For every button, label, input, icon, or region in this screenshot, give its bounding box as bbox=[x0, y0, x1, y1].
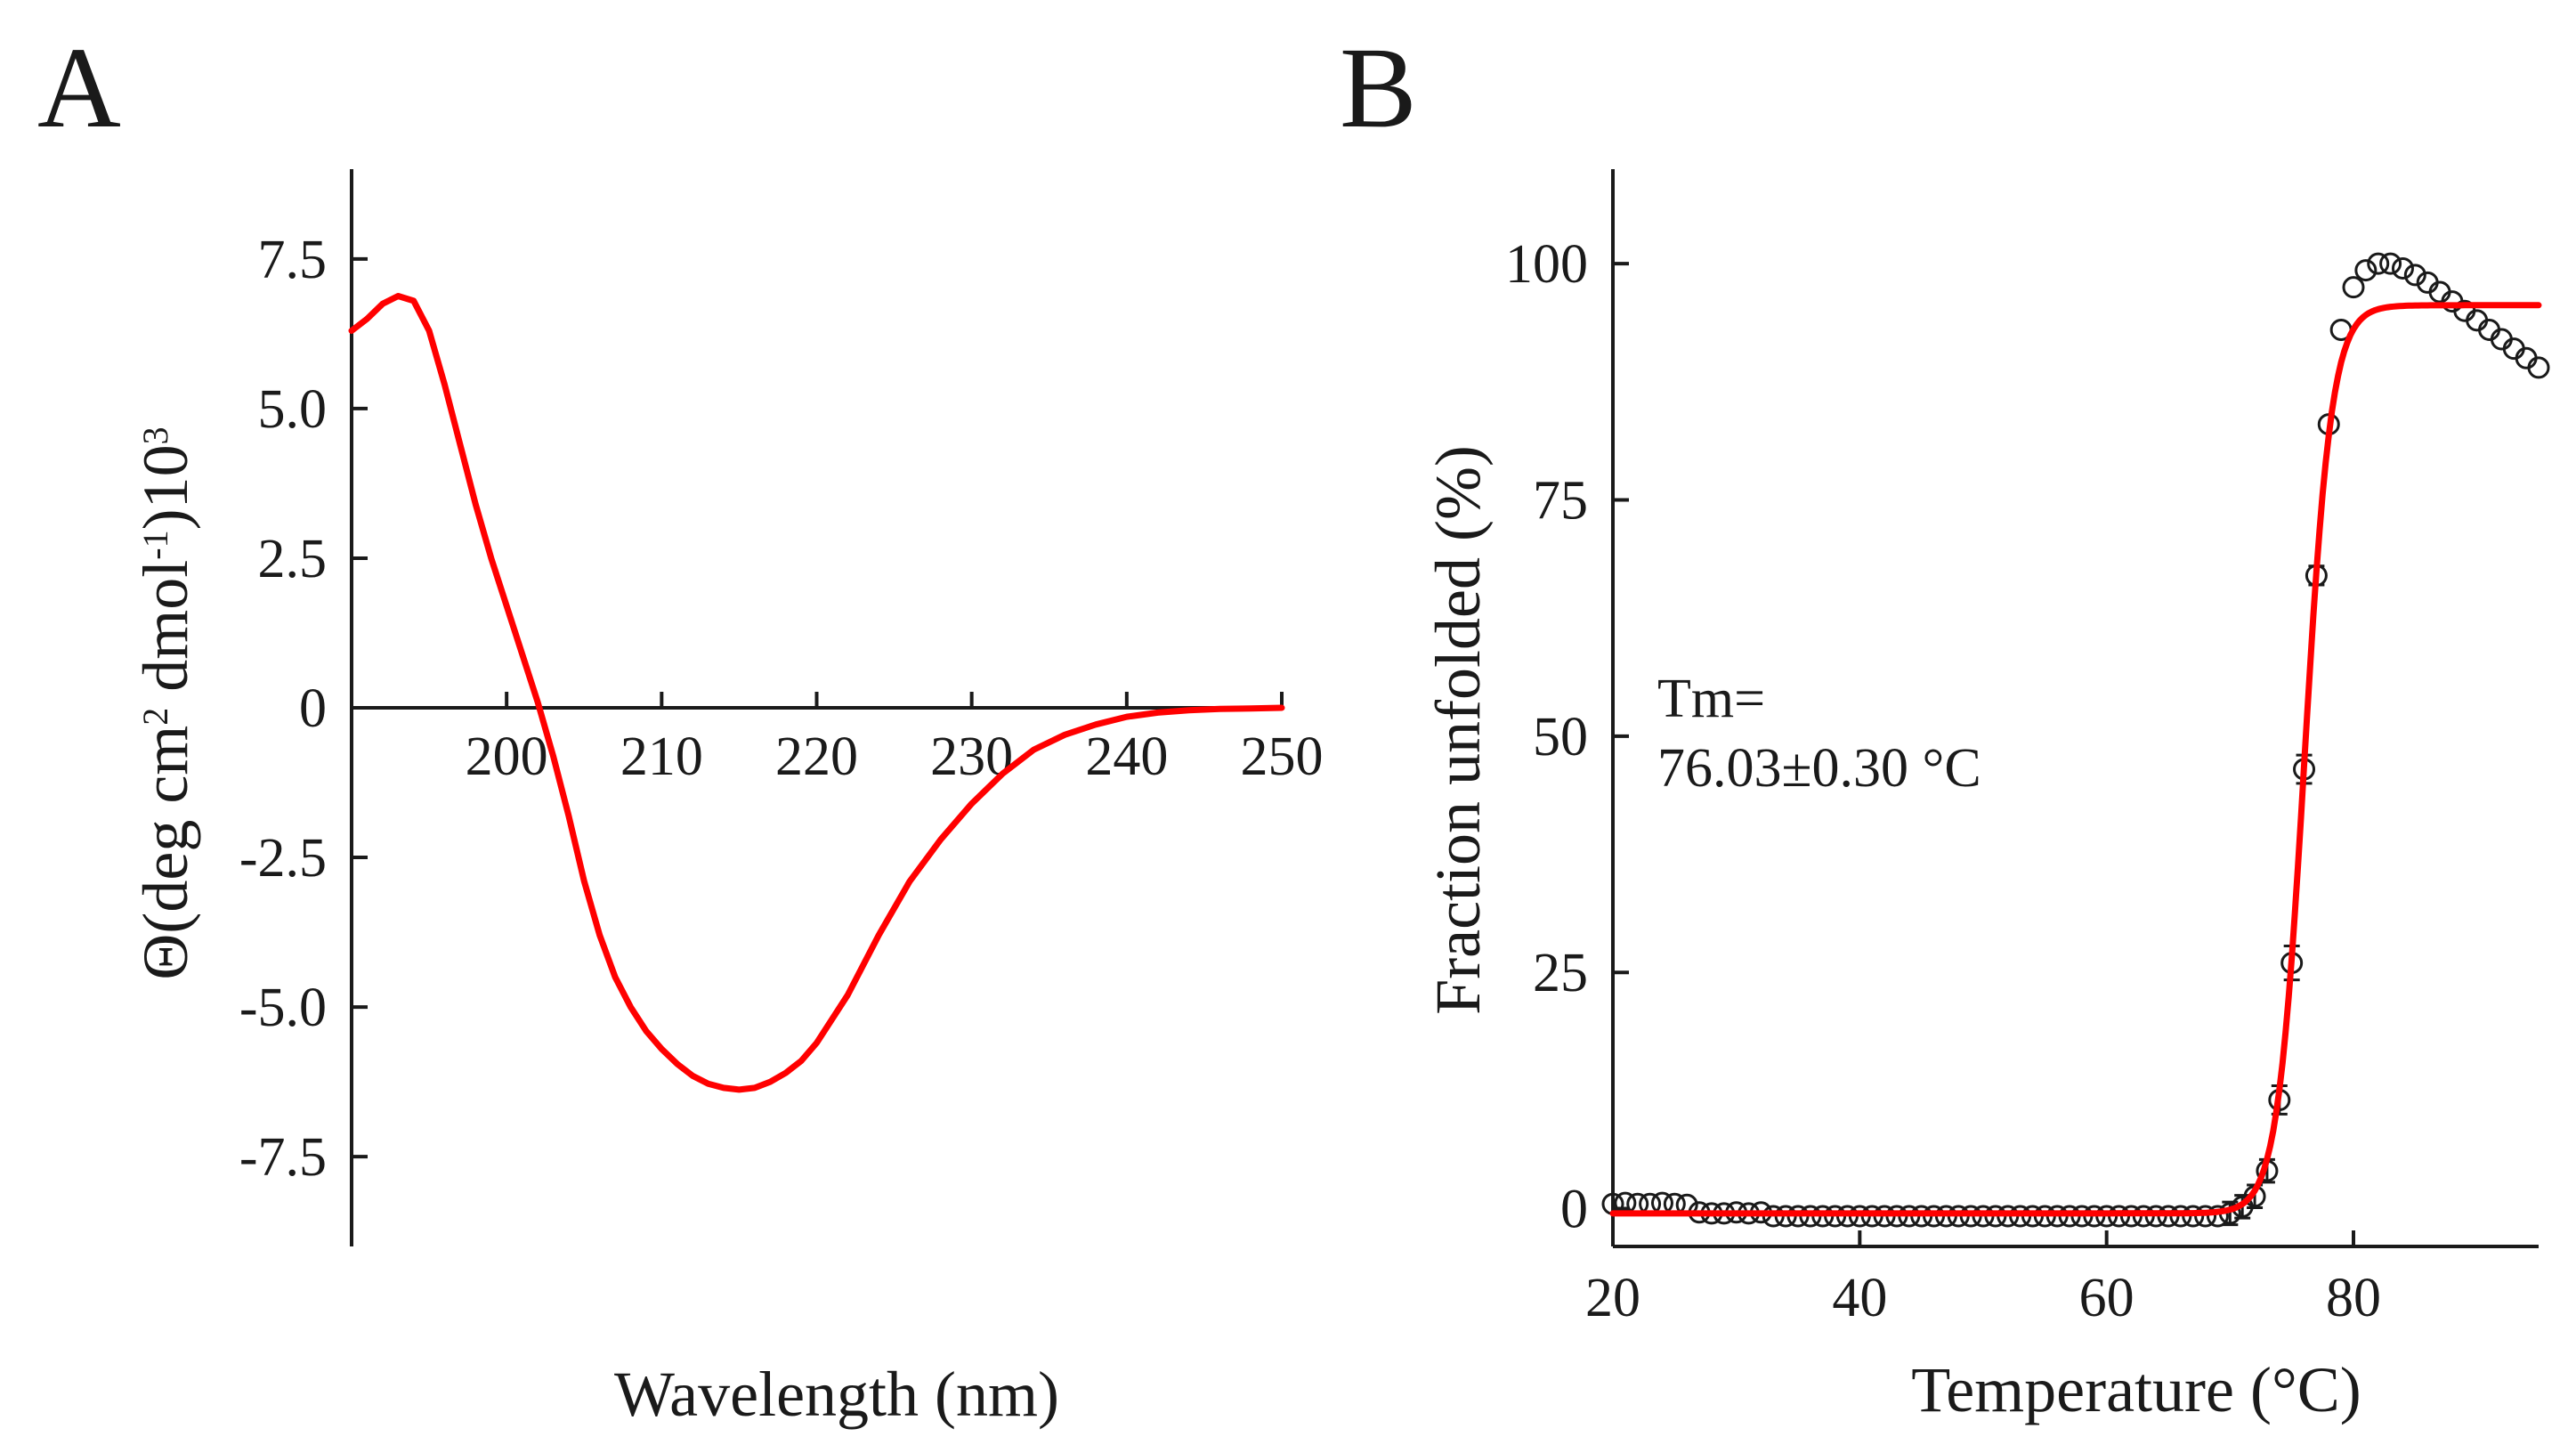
panel-a-x-tick-label: 240 bbox=[1085, 726, 1168, 787]
panel-a-x-axis-title: Wavelength (nm) bbox=[614, 1359, 1059, 1430]
panel-b-data-point bbox=[2342, 276, 2365, 299]
panel-a-letter: A bbox=[37, 24, 121, 152]
panel-a-y-tick-label: 2.5 bbox=[258, 529, 328, 589]
panel-a-y-tick-label: -7.5 bbox=[239, 1127, 327, 1188]
panel-b-fit-curve bbox=[1609, 302, 2542, 1217]
panel-b-x-tick-label: 80 bbox=[2326, 1268, 2381, 1328]
panel-b-data-point bbox=[2354, 259, 2378, 282]
panel-b-data-point bbox=[2527, 356, 2550, 379]
panel-a-cd-spectrum: A 200 210 220 230 240 250 7.55.02.50-2.5-5.0-… bbox=[37, 24, 1324, 1430]
panel-a-x-tick-label: 220 bbox=[775, 726, 858, 787]
panel-b-data-point bbox=[2403, 264, 2426, 287]
tm-annotation-value: 76.03±0.30 °C bbox=[1657, 738, 1981, 799]
panel-a-x-tick-label: 250 bbox=[1241, 726, 1324, 787]
panel-b-series bbox=[1601, 252, 2550, 1228]
panel-b-data-point bbox=[2379, 252, 2402, 275]
panel-b-x-tick-label: 20 bbox=[1585, 1268, 1640, 1328]
panel-b-data-point bbox=[2194, 1205, 2217, 1228]
panel-b-y-tick-label: 50 bbox=[1533, 707, 1588, 767]
panel-b-y-axis-title: Fraction unfolded (%) bbox=[1422, 445, 1494, 1015]
panel-a-y-axis-title: Θ(deg cm2 dmol-1)103 bbox=[130, 426, 201, 979]
panel-b-x-axis-title: Temperature (°C) bbox=[1911, 1354, 2361, 1425]
panel-a-x-tick-label: 210 bbox=[620, 726, 703, 787]
panel-a-series bbox=[348, 293, 1285, 1093]
panel-b-thermal-unfolding: B 20 40 60 80 0 25 50 75 100 Temperature (°C) F… bbox=[1340, 24, 2550, 1425]
panel-b-axes bbox=[1611, 169, 2539, 1248]
panel-a-y-ticks: 7.5 5.0 2.5 0 -2.5 -5.0 -7.5 bbox=[239, 230, 368, 1188]
panel-b-y-ticks: 0 25 50 75 100 bbox=[1505, 234, 1629, 1240]
panel-b-data-point bbox=[2206, 1205, 2229, 1228]
panel-b-y-tick-label: 25 bbox=[1533, 943, 1588, 1003]
panel-a-y-tick-label: -5.0 bbox=[239, 978, 327, 1038]
panel-a-x-ticks: 200 210 220 230 240 250 bbox=[466, 692, 1324, 787]
panel-a-y-tick-label: 7.5 bbox=[258, 230, 328, 290]
panel-b-letter: B bbox=[1340, 24, 1417, 152]
panel-b-data-point bbox=[2391, 256, 2414, 280]
panel-b-x-tick-label: 40 bbox=[1832, 1268, 1887, 1328]
panel-b-y-tick-label: 0 bbox=[1560, 1180, 1588, 1240]
panel-a-y-tick-label: -2.5 bbox=[239, 828, 327, 889]
panel-a-x-tick-label: 200 bbox=[466, 726, 548, 787]
panel-b-y-tick-label: 100 bbox=[1505, 234, 1588, 295]
tm-annotation-label: Tm= bbox=[1657, 669, 1765, 729]
panel-a-cd-curve bbox=[348, 293, 1285, 1093]
panel-a-y-tick-label: 5.0 bbox=[258, 379, 328, 440]
panel-b-x-ticks: 20 40 60 80 bbox=[1585, 1230, 2381, 1328]
panel-b-data-point bbox=[2367, 252, 2390, 275]
panel-a-y-tick-label: 0 bbox=[299, 678, 327, 739]
panel-b-y-tick-label: 75 bbox=[1533, 470, 1588, 531]
panel-b-x-tick-label: 60 bbox=[2079, 1268, 2135, 1328]
